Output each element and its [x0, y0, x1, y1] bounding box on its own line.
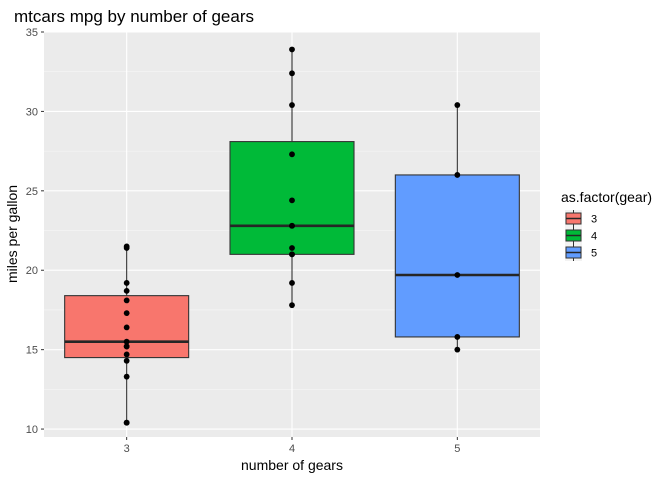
data-points [123, 46, 461, 426]
data-point [454, 102, 461, 108]
legend-title: as.factor(gear) [561, 189, 652, 205]
y-tick-label: 25 [26, 186, 38, 198]
data-point [289, 251, 295, 258]
legend-item-3: 3 [565, 210, 597, 227]
data-point [289, 245, 295, 251]
data-point [123, 338, 130, 345]
legend-label: 3 [591, 214, 597, 226]
legend-item-4: 4 [565, 227, 597, 244]
y-tick-label: 35 [26, 27, 38, 39]
y-tick-label: 15 [26, 345, 38, 357]
legend: as.factor(gear) 3 4 5 [561, 189, 652, 261]
chart-title: mtcars mpg by number of gears [14, 7, 254, 26]
box-body [394, 174, 520, 338]
legend-item-5: 5 [565, 244, 597, 261]
x-axis-title: number of gears [241, 457, 343, 473]
legend-label: 5 [591, 248, 597, 260]
x-tick-label: 4 [289, 443, 295, 455]
y-axis-title: miles per gallon [4, 185, 20, 283]
data-point [289, 280, 295, 286]
x-tick-label: 5 [454, 443, 460, 455]
data-point [454, 334, 461, 340]
data-point [123, 324, 130, 331]
data-point [289, 70, 295, 77]
data-point [123, 343, 130, 350]
y-tick-label: 10 [26, 424, 38, 436]
data-point [454, 346, 461, 353]
data-point [454, 172, 461, 178]
x-tick-label: 3 [124, 443, 130, 455]
data-point [123, 280, 130, 286]
data-point [289, 197, 295, 204]
data-point [289, 151, 295, 158]
data-point [123, 419, 130, 426]
data-point [123, 287, 130, 294]
data-point [454, 272, 461, 278]
data-point [123, 357, 130, 364]
data-point [123, 351, 130, 358]
data-point [123, 297, 130, 304]
data-point [289, 222, 295, 229]
data-point [289, 102, 295, 108]
y-tick-label: 20 [26, 265, 38, 277]
data-point [123, 243, 130, 250]
data-point [289, 46, 295, 53]
data-point [123, 310, 130, 317]
data-point [289, 302, 295, 309]
legend-label: 4 [591, 231, 597, 243]
y-tick-label: 30 [26, 106, 38, 118]
axes: 10 15 20 25 30 35 3 4 5 [26, 27, 461, 455]
data-point [123, 373, 130, 380]
